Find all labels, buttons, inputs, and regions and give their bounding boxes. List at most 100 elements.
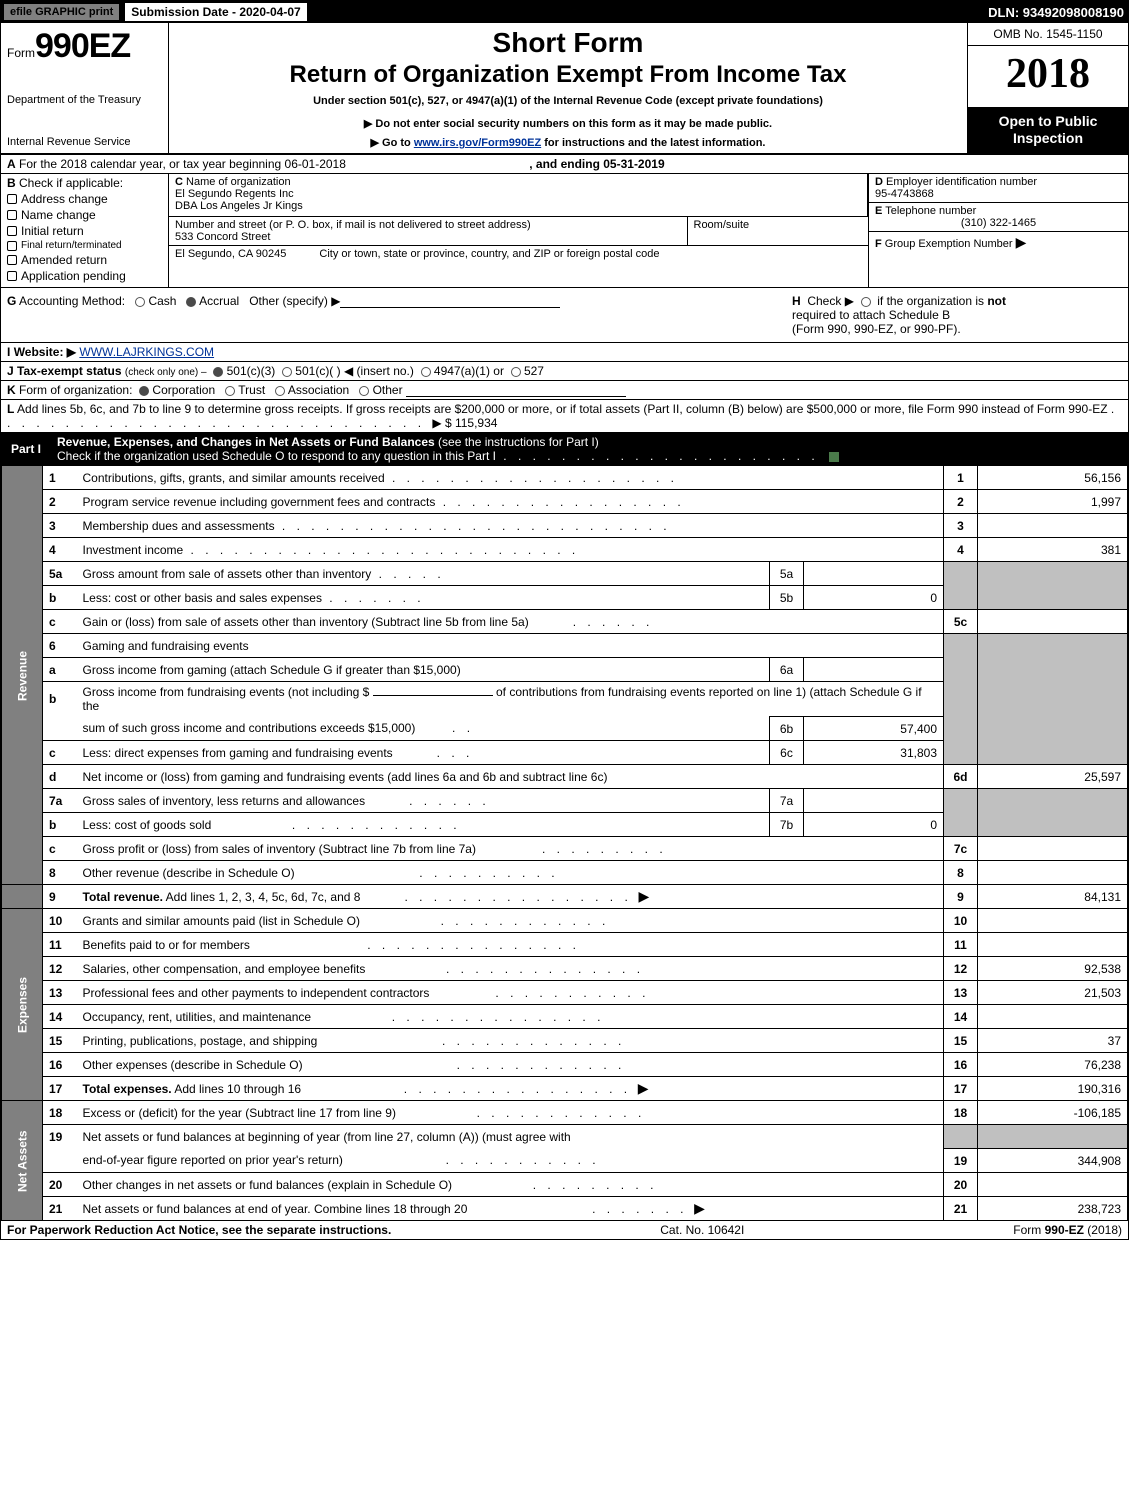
name-change-checkbox[interactable]: [7, 210, 17, 220]
trust-radio[interactable]: [225, 386, 235, 396]
line-desc: Gaming and fundraising events: [77, 634, 944, 658]
dots: . . . . . . . . . . . . . . .: [311, 1010, 604, 1024]
box-val: 92,538: [978, 957, 1128, 981]
section-b: B Check if applicable: Address change Na…: [1, 174, 169, 287]
4947-radio[interactable]: [421, 367, 431, 377]
website-link[interactable]: WWW.LAJRKINGS.COM: [79, 345, 214, 359]
corporation-radio[interactable]: [139, 386, 149, 396]
dots: . . . . . . . . . . . . . . . . .: [435, 495, 684, 509]
sub-val: [804, 562, 944, 586]
line-no: 2: [43, 490, 77, 514]
go-to-link[interactable]: www.irs.gov/Form990EZ: [414, 137, 541, 149]
table-row: 9 Total revenue. Add lines 1, 2, 3, 4, 5…: [2, 885, 1128, 909]
association-radio[interactable]: [275, 386, 285, 396]
final-return-checkbox[interactable]: [7, 241, 17, 251]
amended-return-checkbox[interactable]: [7, 255, 17, 265]
check-only-one: (check only one) –: [125, 367, 207, 378]
line-desc: Membership dues and assessments . . . . …: [77, 514, 944, 538]
line-desc: Gross income from gaming (attach Schedul…: [77, 658, 770, 682]
other-org-blank[interactable]: [406, 385, 626, 397]
check-arrow: Check ▶: [807, 294, 854, 308]
line-6b-desc1: Gross income from fundraising events (no…: [83, 685, 373, 699]
dots: . . . . . . . . . . . .: [360, 914, 609, 928]
part-1-title-rest: (see the instructions for Part I): [435, 435, 599, 449]
line-desc: Contributions, gifts, grants, and simila…: [77, 466, 944, 490]
address-change-checkbox[interactable]: [7, 194, 17, 204]
line-no-empty: [43, 1149, 77, 1173]
other-specify-blank[interactable]: [340, 296, 560, 308]
efile-print-button[interactable]: efile GRAPHIC print: [3, 3, 120, 21]
blank-field[interactable]: [373, 695, 493, 696]
go-to-suffix: for instructions and the latest informat…: [541, 137, 765, 149]
section-b-label: B: [7, 176, 16, 190]
table-row: 11 Benefits paid to or for members . . .…: [2, 933, 1128, 957]
other-org-radio[interactable]: [359, 386, 369, 396]
line-no: 18: [43, 1101, 77, 1125]
dots: . . . . . . .: [322, 591, 425, 605]
box-no: 3: [944, 514, 978, 538]
form-number: Form990EZ: [7, 27, 162, 66]
dots: . . . . . . . . . . . . .: [317, 1034, 625, 1048]
box-no: 15: [944, 1029, 978, 1053]
header-left: Form990EZ Department of the Treasury Int…: [1, 23, 169, 153]
line-no: 20: [43, 1173, 77, 1197]
section-h: H Check ▶ if the organization is not req…: [792, 294, 1122, 336]
section-f: F Group Exemption Number ▶: [869, 232, 1128, 253]
section-g: G Accounting Method: Cash Accrual Other …: [7, 294, 792, 336]
open-public: Open to Public Inspection: [968, 107, 1128, 153]
box-val: 56,156: [978, 466, 1128, 490]
line-desc: Salaries, other compensation, and employ…: [77, 957, 944, 981]
line-no: c: [43, 837, 77, 861]
corporation-label: Corporation: [152, 383, 215, 397]
schedule-o-checkbox[interactable]: [829, 452, 839, 462]
table-row: c Gross profit or (loss) from sales of i…: [2, 837, 1128, 861]
table-row: Net Assets 18 Excess or (deficit) for th…: [2, 1101, 1128, 1125]
line-desc: Total expenses. Add lines 10 through 16 …: [77, 1077, 944, 1101]
line-desc: end-of-year figure reported on prior yea…: [77, 1149, 944, 1173]
dln-label: DLN: 93492098008190: [988, 5, 1124, 20]
schedule-b-checkbox[interactable]: [861, 297, 871, 307]
line-desc: Net assets or fund balances at end of ye…: [77, 1197, 944, 1221]
line-no: 3: [43, 514, 77, 538]
return-title: Return of Organization Exempt From Incom…: [177, 61, 959, 89]
ein-value: 95-4743868: [875, 188, 934, 200]
tax-exempt-label: Tax-exempt status: [17, 364, 121, 378]
section-a-text: A For the 2018 calendar year, or tax yea…: [1, 155, 1128, 173]
box-val: -106,185: [978, 1101, 1128, 1125]
527-radio[interactable]: [511, 367, 521, 377]
submission-date: Submission Date - 2020-04-07: [124, 2, 307, 22]
street-value: 533 Concord Street: [175, 231, 270, 243]
line-2-desc: Program service revenue including govern…: [83, 495, 436, 509]
sub-no: 5a: [770, 562, 804, 586]
dept-irs: Internal Revenue Service: [7, 136, 162, 149]
line-7c-desc: Gross profit or (loss) from sales of inv…: [83, 842, 476, 856]
box-val: [978, 1173, 1128, 1197]
cash-radio[interactable]: [135, 297, 145, 307]
form-num: 990EZ: [35, 27, 130, 65]
accrual-radio[interactable]: [186, 297, 196, 307]
box-no: 19: [944, 1149, 978, 1173]
sub-no: 7b: [770, 813, 804, 837]
sub-no: 7a: [770, 789, 804, 813]
501c3-radio[interactable]: [213, 367, 223, 377]
501c-radio[interactable]: [282, 367, 292, 377]
section-a-desc: For the 2018 calendar year, or tax year …: [19, 157, 346, 171]
box-no: 12: [944, 957, 978, 981]
sub-no: 5b: [770, 586, 804, 610]
website-label: Website: ▶: [14, 345, 76, 359]
sub-val: [804, 658, 944, 682]
section-a: A For the 2018 calendar year, or tax yea…: [1, 155, 1128, 174]
line-desc: Gross amount from sale of assets other t…: [77, 562, 770, 586]
line-desc: Investment income . . . . . . . . . . . …: [77, 538, 944, 562]
line-desc: Professional fees and other payments to …: [77, 981, 944, 1005]
header-center: Short Form Return of Organization Exempt…: [169, 23, 967, 153]
application-pending-checkbox[interactable]: [7, 271, 17, 281]
section-k: K Form of organization: Corporation Trus…: [1, 381, 1128, 400]
initial-return-checkbox[interactable]: [7, 226, 17, 236]
section-l-label: L: [7, 402, 14, 416]
sub-no: 6a: [770, 658, 804, 682]
association-label: Association: [288, 383, 349, 397]
go-to-prefix: ▶ Go to: [371, 137, 414, 149]
box-no: 8: [944, 861, 978, 885]
line-no: 10: [43, 909, 77, 933]
